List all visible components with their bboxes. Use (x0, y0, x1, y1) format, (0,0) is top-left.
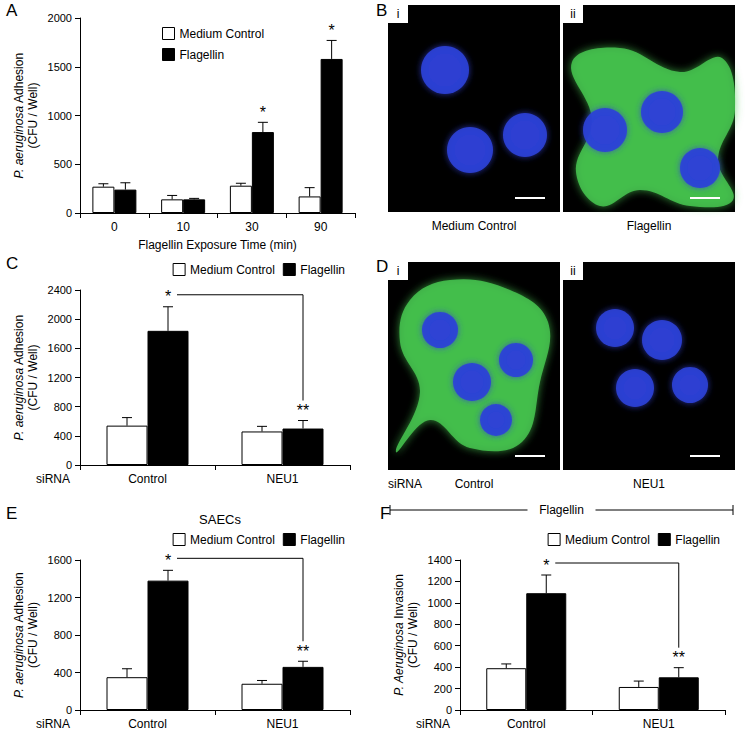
svg-text:1000: 1000 (428, 597, 452, 609)
svg-text:P. aeruginosa: P. aeruginosa (12, 106, 26, 179)
svg-text:30: 30 (245, 220, 259, 234)
svg-text:1200: 1200 (428, 575, 452, 587)
svg-text:*: * (543, 557, 549, 574)
svg-text:(CFU / Well): (CFU / Well) (406, 602, 420, 668)
svg-text:P. aeruginosa: P. aeruginosa (12, 368, 26, 441)
svg-text:Adhesion: Adhesion (12, 315, 26, 368)
svg-text:Control: Control (128, 472, 167, 486)
svg-text:1500: 1500 (48, 61, 72, 73)
svg-text:**: ** (297, 643, 309, 660)
svg-text:siRNA: siRNA (416, 717, 450, 731)
svg-text:400: 400 (54, 667, 72, 679)
svg-text:Medium Control: Medium Control (565, 533, 650, 547)
svg-text:ii: ii (570, 264, 575, 278)
svg-text:siRNA: siRNA (36, 717, 70, 731)
svg-text:400: 400 (54, 430, 72, 442)
svg-text:10: 10 (176, 220, 190, 234)
svg-text:400: 400 (434, 661, 452, 673)
svg-text:Adhesion: Adhesion (12, 572, 26, 625)
svg-text:siRNA: siRNA (36, 472, 70, 486)
svg-text:P. Aeruginosa: P. Aeruginosa (392, 622, 406, 696)
svg-text:siRNA: siRNA (388, 477, 422, 491)
svg-text:C: C (6, 254, 18, 273)
svg-text:600: 600 (434, 640, 452, 652)
svg-text:Flagellin: Flagellin (300, 263, 345, 277)
svg-text:D: D (376, 257, 388, 276)
svg-text:Invasion: Invasion (392, 574, 406, 622)
svg-text:A: A (6, 1, 18, 20)
svg-text:1200: 1200 (48, 592, 72, 604)
svg-text:(CFU / Well): (CFU / Well) (26, 602, 40, 668)
svg-text:2400: 2400 (48, 284, 72, 296)
svg-text:1600: 1600 (48, 554, 72, 566)
svg-text:Flagellin: Flagellin (627, 219, 672, 233)
svg-text:*: * (260, 104, 266, 121)
svg-text:2000: 2000 (48, 12, 72, 24)
svg-text:NEU1: NEU1 (266, 472, 298, 486)
svg-text:Adhesion: Adhesion (12, 53, 26, 106)
svg-text:0: 0 (446, 704, 452, 716)
svg-text:1600: 1600 (48, 342, 72, 354)
svg-text:B: B (376, 1, 387, 20)
svg-text:(CFU / Well): (CFU / Well) (26, 83, 40, 149)
svg-text:*: * (329, 22, 335, 39)
svg-text:NEU1: NEU1 (643, 717, 675, 731)
svg-text:**: ** (297, 402, 309, 419)
svg-text:Flagellin: Flagellin (539, 503, 584, 517)
svg-text:800: 800 (434, 618, 452, 630)
svg-text:*: * (165, 552, 171, 569)
svg-text:Medium Control: Medium Control (432, 219, 517, 233)
svg-text:E: E (6, 504, 17, 523)
svg-text:90: 90 (314, 220, 328, 234)
svg-text:Medium Control: Medium Control (180, 27, 265, 41)
svg-text:i: i (397, 264, 400, 278)
svg-text:P. aeruginosa: P. aeruginosa (12, 625, 26, 698)
svg-text:0: 0 (111, 220, 118, 234)
svg-text:**: ** (673, 649, 685, 666)
svg-text:ii: ii (570, 7, 575, 21)
svg-text:0: 0 (66, 459, 72, 471)
svg-text:200: 200 (434, 683, 452, 695)
svg-text:0: 0 (66, 207, 72, 219)
svg-text:Flagellin Exposure Time (min): Flagellin Exposure Time (min) (138, 238, 297, 252)
svg-text:(CFU / Well): (CFU / Well) (26, 345, 40, 411)
svg-text:F: F (380, 504, 390, 523)
svg-text:Medium Control: Medium Control (190, 533, 275, 547)
svg-text:*: * (165, 288, 171, 305)
svg-text:1200: 1200 (48, 372, 72, 384)
svg-text:Flagellin: Flagellin (675, 533, 720, 547)
svg-text:NEU1: NEU1 (266, 717, 298, 731)
svg-text:Flagellin: Flagellin (180, 48, 225, 62)
svg-text:Control: Control (128, 717, 167, 731)
svg-text:0: 0 (66, 704, 72, 716)
svg-text:2000: 2000 (48, 313, 72, 325)
svg-text:Control: Control (507, 717, 546, 731)
svg-text:Control: Control (455, 477, 494, 491)
svg-text:500: 500 (54, 158, 72, 170)
svg-text:i: i (397, 7, 400, 21)
svg-text:1400: 1400 (428, 554, 452, 566)
svg-text:Flagellin: Flagellin (300, 533, 345, 547)
svg-text:Medium Control: Medium Control (190, 263, 275, 277)
svg-text:SAECs: SAECs (199, 512, 241, 527)
svg-text:800: 800 (54, 629, 72, 641)
svg-text:1000: 1000 (48, 110, 72, 122)
svg-text:800: 800 (54, 401, 72, 413)
svg-text:NEU1: NEU1 (633, 477, 665, 491)
